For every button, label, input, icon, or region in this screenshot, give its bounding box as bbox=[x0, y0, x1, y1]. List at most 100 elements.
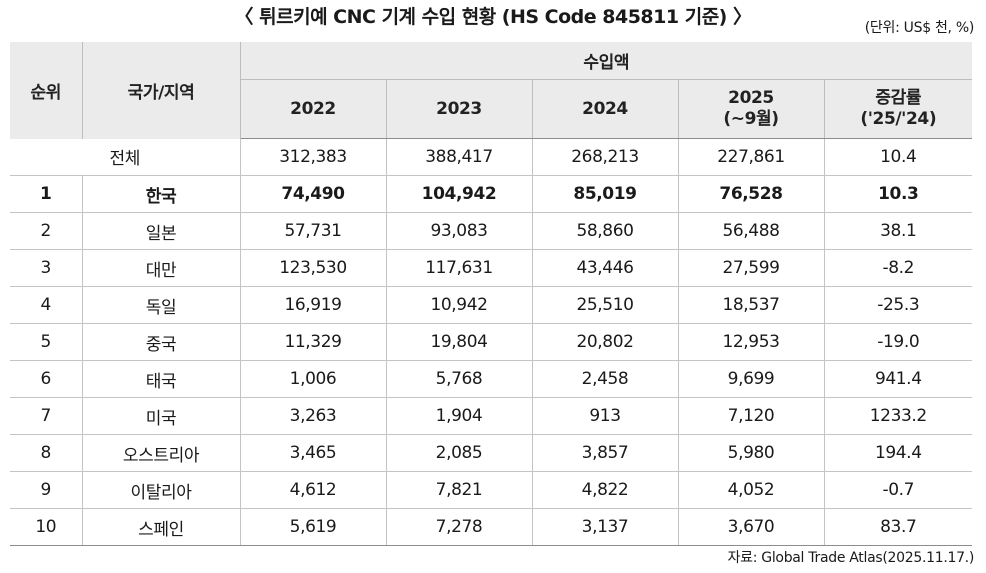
header-growth-period: ('25/'24) bbox=[860, 109, 937, 129]
value-2025: 7,120 bbox=[678, 397, 825, 435]
growth-cell: -8.2 bbox=[824, 249, 973, 287]
rank-cell: 8 bbox=[10, 434, 83, 472]
growth-cell: -0.7 bbox=[824, 471, 973, 509]
growth-cell: 194.4 bbox=[824, 434, 973, 472]
total-2024: 268,213 bbox=[532, 138, 679, 176]
value-2025: 18,537 bbox=[678, 286, 825, 324]
value-2022: 3,465 bbox=[240, 434, 387, 472]
value-2025: 27,599 bbox=[678, 249, 825, 287]
value-2023: 2,085 bbox=[386, 434, 533, 472]
country-cell: 오스트리아 bbox=[82, 434, 241, 472]
value-2024: 3,137 bbox=[532, 508, 679, 546]
growth-cell: 941.4 bbox=[824, 360, 973, 398]
rank-cell: 5 bbox=[10, 323, 83, 361]
growth-cell: -19.0 bbox=[824, 323, 973, 361]
source-note: 자료: Global Trade Atlas(2025.11.17.) bbox=[727, 550, 975, 566]
value-2023: 7,821 bbox=[386, 471, 533, 509]
value-2025: 9,699 bbox=[678, 360, 825, 398]
header-2025: 2025 (~9월) bbox=[677, 79, 824, 139]
value-2023: 117,631 bbox=[386, 249, 533, 287]
growth-cell: -25.3 bbox=[824, 286, 973, 324]
growth-cell: 83.7 bbox=[824, 508, 973, 546]
total-2022: 312,383 bbox=[240, 138, 387, 176]
country-cell: 미국 bbox=[82, 397, 241, 435]
country-cell: 독일 bbox=[82, 286, 241, 324]
table-row: 10 스페인 5,619 7,278 3,137 3,670 83.7 bbox=[10, 508, 973, 546]
country-cell: 태국 bbox=[82, 360, 241, 398]
value-2024: 58,860 bbox=[532, 212, 679, 250]
total-row: 전체 312,383 388,417 268,213 227,861 10.4 bbox=[10, 138, 973, 176]
header-import-value: 수입액 bbox=[240, 42, 973, 80]
growth-cell: 38.1 bbox=[824, 212, 973, 250]
value-2024: 25,510 bbox=[532, 286, 679, 324]
table-title: 〈 튀르키예 CNC 기계 수입 현황 (HS Code 845811 기준) … bbox=[234, 6, 752, 28]
table-row: 5 중국 11,329 19,804 20,802 12,953 -19.0 bbox=[10, 323, 973, 361]
header-2024: 2024 bbox=[531, 79, 678, 139]
value-2022: 57,731 bbox=[240, 212, 387, 250]
table-row: 9 이탈리아 4,612 7,821 4,822 4,052 -0.7 bbox=[10, 471, 973, 509]
table-row: 2 일본 57,731 93,083 58,860 56,488 38.1 bbox=[10, 212, 973, 250]
value-2023: 19,804 bbox=[386, 323, 533, 361]
header-rank: 순위 bbox=[10, 42, 83, 139]
country-cell: 중국 bbox=[82, 323, 241, 361]
country-cell: 이탈리아 bbox=[82, 471, 241, 509]
value-2024: 43,446 bbox=[532, 249, 679, 287]
value-2025: 76,528 bbox=[678, 175, 825, 213]
value-2022: 123,530 bbox=[240, 249, 387, 287]
total-growth: 10.4 bbox=[824, 138, 973, 176]
rank-cell: 2 bbox=[10, 212, 83, 250]
unit-note: (단위: US$ 천, %) bbox=[864, 20, 975, 36]
value-2025: 56,488 bbox=[678, 212, 825, 250]
country-cell: 일본 bbox=[82, 212, 241, 250]
header-growth: 증감률 ('25/'24) bbox=[823, 79, 973, 139]
rank-cell: 3 bbox=[10, 249, 83, 287]
value-2025: 4,052 bbox=[678, 471, 825, 509]
value-2025: 5,980 bbox=[678, 434, 825, 472]
value-2024: 2,458 bbox=[532, 360, 679, 398]
value-2023: 5,768 bbox=[386, 360, 533, 398]
rank-cell: 9 bbox=[10, 471, 83, 509]
table-row: 6 태국 1,006 5,768 2,458 9,699 941.4 bbox=[10, 360, 973, 398]
growth-cell: 10.3 bbox=[824, 175, 973, 213]
table-row: 1 한국 74,490 104,942 85,019 76,528 10.3 bbox=[10, 175, 973, 213]
rank-cell: 4 bbox=[10, 286, 83, 324]
value-2023: 1,904 bbox=[386, 397, 533, 435]
header-growth-label: 증감률 bbox=[875, 88, 922, 108]
country-cell: 대만 bbox=[82, 249, 241, 287]
table-row: 7 미국 3,263 1,904 913 7,120 1233.2 bbox=[10, 397, 973, 435]
value-2023: 7,278 bbox=[386, 508, 533, 546]
value-2022: 4,612 bbox=[240, 471, 387, 509]
value-2024: 4,822 bbox=[532, 471, 679, 509]
value-2022: 5,619 bbox=[240, 508, 387, 546]
header-2025-period: (~9월) bbox=[723, 109, 779, 129]
table-row: 8 오스트리아 3,465 2,085 3,857 5,980 194.4 bbox=[10, 434, 973, 472]
value-2023: 93,083 bbox=[386, 212, 533, 250]
country-cell: 한국 bbox=[82, 175, 241, 213]
value-2022: 74,490 bbox=[240, 175, 387, 213]
table-row: 4 독일 16,919 10,942 25,510 18,537 -25.3 bbox=[10, 286, 973, 324]
total-2025: 227,861 bbox=[678, 138, 825, 176]
value-2022: 16,919 bbox=[240, 286, 387, 324]
total-label: 전체 bbox=[10, 138, 241, 176]
header-2022: 2022 bbox=[240, 79, 386, 139]
import-table: 순위 국가/지역 수입액 2022 2023 2024 2025 (~9월) 증… bbox=[10, 42, 973, 546]
value-2024: 3,857 bbox=[532, 434, 679, 472]
value-2025: 12,953 bbox=[678, 323, 825, 361]
header-country: 국가/지역 bbox=[82, 42, 241, 139]
header-2025-year: 2025 bbox=[728, 88, 774, 108]
value-2024: 85,019 bbox=[532, 175, 679, 213]
value-2022: 1,006 bbox=[240, 360, 387, 398]
value-2023: 10,942 bbox=[386, 286, 533, 324]
growth-cell: 1233.2 bbox=[824, 397, 973, 435]
value-2023: 104,942 bbox=[386, 175, 533, 213]
header-2023: 2023 bbox=[385, 79, 532, 139]
rank-cell: 10 bbox=[10, 508, 83, 546]
rank-cell: 6 bbox=[10, 360, 83, 398]
value-2022: 11,329 bbox=[240, 323, 387, 361]
rank-cell: 7 bbox=[10, 397, 83, 435]
country-cell: 스페인 bbox=[82, 508, 241, 546]
value-2025: 3,670 bbox=[678, 508, 825, 546]
value-2024: 913 bbox=[532, 397, 679, 435]
table-row: 3 대만 123,530 117,631 43,446 27,599 -8.2 bbox=[10, 249, 973, 287]
value-2022: 3,263 bbox=[240, 397, 387, 435]
